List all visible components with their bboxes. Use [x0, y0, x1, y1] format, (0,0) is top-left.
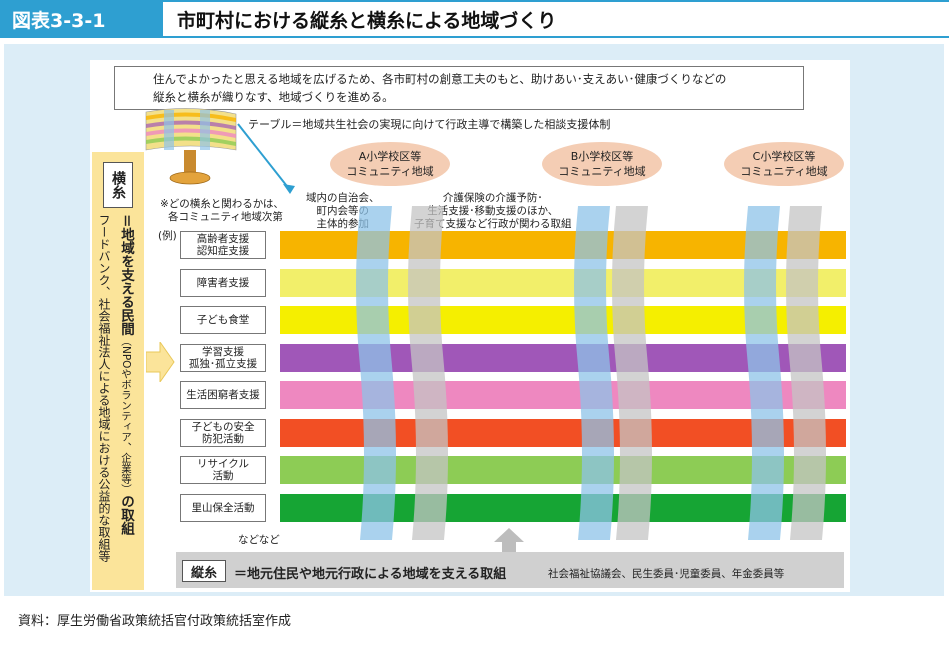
district-b-line2: コミュニティ地域: [558, 165, 646, 178]
category-line-2: 活動: [212, 470, 234, 482]
yokoito-band: [280, 231, 846, 259]
yokoito-box: [92, 152, 144, 590]
category-label: 子どもの安全 防犯活動: [180, 418, 266, 447]
district-c: C小学校区等 コミュニティ地域: [724, 142, 844, 186]
district-a-line2: コミュニティ地域: [346, 165, 434, 178]
yokoito-text-paren: （NPOやボランティア、企業等）: [120, 335, 132, 495]
yokoito-band: [280, 456, 846, 484]
category-line-1: 高齢者支援: [196, 233, 250, 245]
category-label: 高齢者支援 認知症支援: [180, 231, 266, 259]
tateito-text: ＝地元住民や地元行政による地域を支える取組: [234, 567, 507, 582]
figure-label: 図表3-3-1: [0, 0, 163, 38]
district-b: B小学校区等 コミュニティ地域: [542, 142, 662, 186]
yokoito-band: [280, 306, 846, 334]
yokoito-band: [280, 381, 846, 409]
pointer-arrow-icon: [237, 123, 291, 191]
district-c-line1: C小学校区等: [752, 150, 816, 163]
yokoito-band: [280, 268, 846, 297]
kaigo-line-2: 生活支援･移動支援のほか、: [427, 205, 559, 217]
category-label: 障害者支援: [180, 268, 266, 297]
tateito-bar: [176, 552, 844, 588]
district-a: A小学校区等 コミュニティ地域: [330, 142, 450, 186]
category-line-1: リサイクル: [197, 458, 249, 470]
table-illustration: [145, 108, 295, 194]
jichikai-annotation: 域内の自治会、 町内会等の 主体的参加: [306, 192, 380, 231]
yokoito-band: [280, 493, 846, 522]
yokoito-text-tail: の取組: [118, 494, 134, 535]
note-line-1: ※どの横糸と関わるかは、: [160, 198, 284, 210]
intro-line-1: 住んでよかったと思える地域を広げるため、各市町村の創意工夫のもと、助けあい･支え…: [153, 72, 727, 86]
etc-label: などなど: [238, 534, 280, 546]
intro-box: 住んでよかったと思える地域を広げるため、各市町村の創意工夫のもと、助けあい･支え…: [114, 66, 804, 110]
kaigo-line-3: 子育て支援など行政が関わる取組: [414, 218, 572, 230]
category-line-1: 障害者支援: [196, 276, 250, 289]
source-note: 資料：厚生労働省政策統括官付政策統括室作成: [18, 614, 292, 629]
category-label: 生活困窮者支援: [180, 381, 266, 409]
tateito-sub: 社会福祉協議会、民生委員･児童委員、年金委員等: [548, 568, 785, 580]
table-note: テーブル＝地域共生社会の実現に向けて行政主導で構築した相談支援体制: [248, 118, 611, 131]
yokoito-sub-text: フードバンク、社会福祉法人による地域における公益的な取組等: [97, 214, 111, 562]
example-label: (例): [158, 230, 177, 242]
category-line-2: 防犯活動: [202, 432, 244, 445]
tablecloth-icon: [145, 108, 237, 151]
table-stand-icon: [169, 150, 211, 185]
note-annotation: ※どの横糸と関わるかは、 各コミュニティ地域次第: [160, 198, 284, 224]
figure-title: 市町村における縦糸と横糸による地域づくり: [163, 0, 949, 38]
category-line-1: 子どもの安全: [191, 420, 255, 433]
yokoito-main-text: ＝地域を支える民間（NPOやボランティア、企業等）の取組: [116, 214, 136, 535]
district-c-line2: コミュニティ地域: [740, 165, 828, 178]
up-arrow-icon: [494, 528, 524, 554]
category-line-2: 孤独･孤立支援: [188, 357, 258, 370]
category-line-1: 学習支援: [202, 345, 244, 358]
category-label: 学習支援 孤独･孤立支援: [180, 343, 266, 372]
yokoito-band: [280, 343, 846, 372]
yokoito-band: [280, 418, 846, 447]
jichikai-line-2: 町内会等の: [316, 205, 370, 217]
yokoito-badge: 横糸: [103, 162, 133, 208]
yokoito-text-main: ＝地域を支える民間: [118, 214, 134, 336]
kaigo-annotation: 介護保険の介護予防･ 生活支援･移動支援のほか、 子育て支援など行政が関わる取組: [414, 192, 572, 231]
category-line-1: 里山保全活動: [191, 501, 255, 514]
note-line-2: 各コミュニティ地域次第: [168, 211, 283, 223]
kaigo-line-1: 介護保険の介護予防･: [442, 192, 543, 204]
category-line-1: 子ども食堂: [196, 314, 250, 326]
category-label: 里山保全活動: [180, 493, 266, 522]
category-label: 子ども食堂: [180, 306, 266, 334]
category-label: リサイクル 活動: [180, 456, 266, 484]
district-a-line1: A小学校区等: [358, 150, 422, 163]
category-line-2: 認知症支援: [196, 245, 250, 257]
right-arrow-icon: [146, 342, 175, 382]
intro-line-2: 縦糸と横糸が織りなす、地域づくりを進める。: [153, 90, 394, 104]
tateito-badge: 縦糸: [182, 560, 226, 582]
jichikai-line-1: 域内の自治会、: [306, 192, 380, 204]
district-b-line1: B小学校区等: [570, 150, 634, 163]
jichikai-line-3: 主体的参加: [316, 218, 370, 230]
category-line-1: 生活困窮者支援: [186, 389, 260, 401]
